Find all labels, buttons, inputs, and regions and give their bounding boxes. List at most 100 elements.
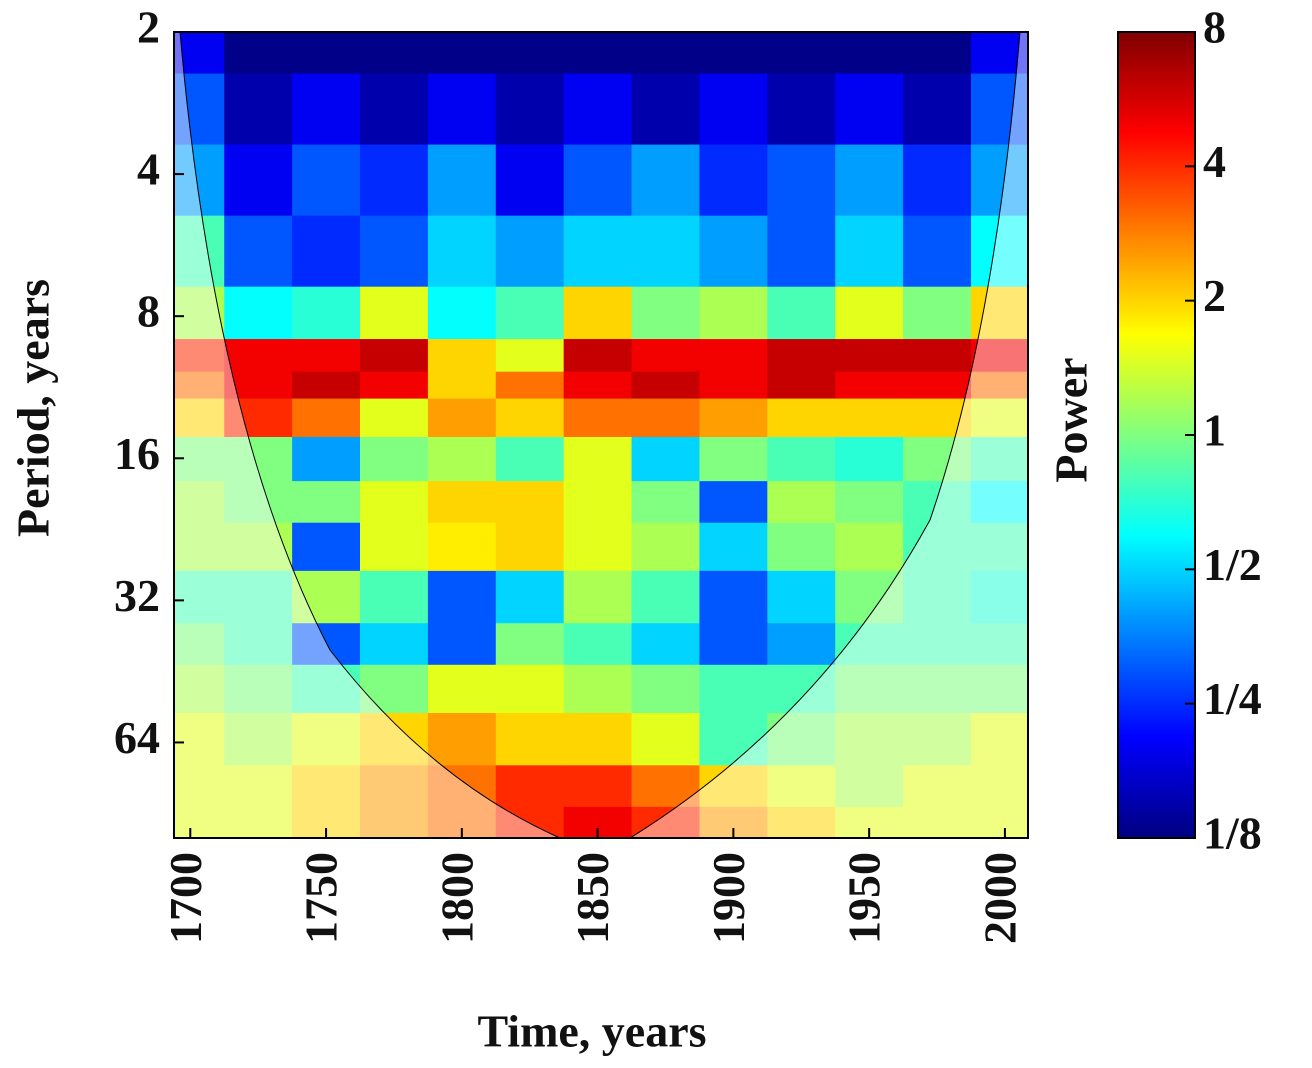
heatmap-cell	[292, 570, 361, 624]
heatmap-cell	[427, 570, 497, 624]
heatmap-cell	[224, 806, 293, 839]
heatmap-cell	[699, 215, 768, 288]
heatmap-cell	[970, 215, 1029, 288]
heatmap-cell	[631, 286, 700, 340]
heatmap-cell	[174, 398, 225, 438]
heatmap-cell	[631, 570, 700, 624]
heatmap-cell	[699, 73, 768, 146]
heatmap-cell	[174, 32, 225, 75]
heatmap-cell	[631, 712, 700, 766]
y-tick-label: 8	[137, 286, 160, 337]
heatmap-cell	[495, 664, 565, 714]
heatmap-cell	[970, 664, 1029, 714]
heatmap-cell	[495, 144, 565, 217]
heatmap-cell	[699, 436, 768, 482]
y-axis-label: Period, years	[8, 279, 59, 537]
heatmap-cell	[563, 623, 633, 666]
heatmap-cell	[699, 286, 768, 340]
heatmap-cell	[174, 712, 225, 766]
heatmap-cell	[563, 570, 633, 624]
heatmap-cell	[563, 32, 633, 75]
heatmap-cell	[360, 339, 429, 373]
heatmap-cell	[224, 481, 293, 524]
heatmap-cell	[427, 286, 497, 340]
heatmap-cell	[292, 765, 361, 808]
heatmap-cell	[495, 32, 565, 75]
heatmap-cell	[224, 32, 293, 75]
heatmap-cell	[360, 436, 429, 482]
heatmap-cell	[427, 436, 497, 482]
heatmap-cell	[699, 371, 768, 400]
heatmap-cell	[835, 286, 904, 340]
heatmap-cell	[292, 73, 361, 146]
heatmap-cell	[563, 481, 633, 524]
heatmap-cell	[631, 623, 700, 666]
heatmap-cell	[292, 481, 361, 524]
heatmap-cell	[292, 712, 361, 766]
heatmap-cell	[224, 286, 293, 340]
heatmap-cell	[970, 339, 1029, 373]
heatmap-cell	[174, 144, 225, 217]
heatmap-cell	[903, 215, 972, 288]
heatmap-cell	[835, 371, 904, 400]
colorbar-tick-label: 1	[1203, 405, 1226, 456]
heatmap-cell	[427, 481, 497, 524]
heatmap-cell	[699, 623, 768, 666]
heatmap-cell	[835, 32, 904, 75]
heatmap-cell	[292, 398, 361, 438]
heatmap-cell	[767, 286, 836, 340]
heatmap-cell	[631, 371, 700, 400]
heatmap-cell	[699, 398, 768, 438]
heatmap-cell	[631, 806, 700, 839]
heatmap-cell	[563, 664, 633, 714]
heatmap-cell	[292, 522, 361, 572]
y-tick-label: 16	[114, 428, 160, 479]
heatmap-cell	[631, 481, 700, 524]
heatmap-cell	[970, 398, 1029, 438]
heatmap-cell	[495, 481, 565, 524]
plot-frame	[173, 31, 1029, 839]
heatmap-cell	[292, 371, 361, 400]
heatmap-cell	[360, 144, 429, 217]
heatmap-cell	[224, 436, 293, 482]
heatmap-cell	[903, 481, 972, 524]
heatmap-cell	[292, 215, 361, 288]
heatmap-cell	[224, 144, 293, 217]
heatmap-cell	[174, 664, 225, 714]
heatmap-cell	[970, 73, 1029, 146]
heatmap-cell	[631, 73, 700, 146]
heatmap-cell	[970, 522, 1029, 572]
heatmap-cell	[495, 712, 565, 766]
heatmap-cell	[631, 765, 700, 808]
heatmap-cell	[699, 522, 768, 572]
y-tick-label: 2	[137, 2, 160, 53]
x-tick-label: 1750	[296, 852, 347, 944]
heatmap-cell	[631, 398, 700, 438]
heatmap-cell	[903, 339, 972, 373]
heatmap-cell	[495, 806, 565, 839]
heatmap-cell	[427, 398, 497, 438]
heatmap-cell	[174, 806, 225, 839]
x-tick-label: 1850	[567, 852, 618, 944]
heatmap-cell	[174, 481, 225, 524]
heatmap-cell	[360, 570, 429, 624]
heatmap-cell	[174, 286, 225, 340]
colorbar-tick-label: 1/4	[1203, 673, 1262, 724]
heatmap-cell	[699, 712, 768, 766]
heatmap-cell	[224, 623, 293, 666]
heatmap-cell	[970, 286, 1029, 340]
colorbar-tick-label: 1/2	[1203, 539, 1262, 590]
heatmap-cell	[835, 623, 904, 666]
heatmap-cell	[174, 371, 225, 400]
heatmap-cell	[835, 712, 904, 766]
heatmap-cell	[360, 806, 429, 839]
heatmap-cell	[292, 664, 361, 714]
heatmap-cell	[495, 371, 565, 400]
heatmap-cell	[835, 398, 904, 438]
heatmap-cell	[360, 215, 429, 288]
colorbar-tick-label: 2	[1203, 270, 1226, 321]
heatmap-cell	[699, 481, 768, 524]
heatmap-cell	[360, 398, 429, 438]
heatmap-cell	[495, 286, 565, 340]
heatmap-cell	[767, 436, 836, 482]
